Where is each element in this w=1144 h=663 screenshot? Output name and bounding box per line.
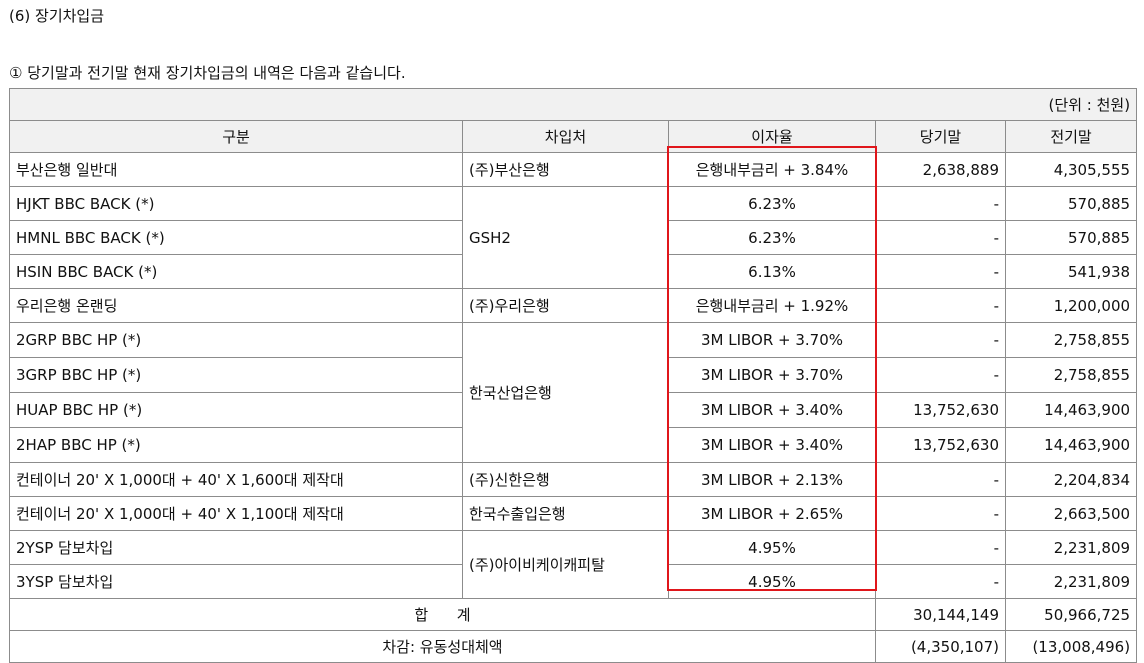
unit-note: (단위 : 천원) [8,88,1138,121]
header-lender: 차입처 [462,120,669,153]
cell-current: 13,752,630 [875,427,1006,463]
cell-lender: (주)우리은행 [462,288,669,323]
cell-lender: GSH2 [462,186,669,289]
table-row: 3YSP 담보차입 4.95% - 2,231,809 [9,564,1138,599]
cell-category: 2GRP BBC HP (*) [9,322,463,358]
cell-rate: 6.23% [668,186,876,221]
header-rate: 이자율 [668,120,876,153]
cell-current: - [875,564,1006,599]
cell-rate: 3M LIBOR + 3.70% [668,357,876,393]
cell-prior: 4,305,555 [1004,152,1138,187]
cell-rate: 4.95% [668,530,876,565]
cell-category: 컨테이너 20' X 1,000대 + 40' X 1,600대 제작대 [9,462,463,497]
cell-current: - [875,186,1006,221]
table-row: 컨테이너 20' X 1,000대 + 40' X 1,100대 제작대 한국수… [9,496,1138,531]
table-row: 컨테이너 20' X 1,000대 + 40' X 1,600대 제작대 (주)… [9,462,1138,497]
table-row: HJKT BBC BACK (*) GSH2 6.23% - 570,885 [9,186,1138,289]
cell-category: HMNL BBC BACK (*) [9,220,463,255]
long-term-borrowings-table: (단위 : 천원) 구분 차입처 이자율 당기말 전기말 부산은행 일반대 (주… [8,88,1138,663]
cell-rate: 4.95% [668,564,876,599]
cell-current: - [875,220,1006,255]
cell-category: HJKT BBC BACK (*) [9,186,463,221]
cell-current: - [875,288,1006,323]
cell-current: - [875,496,1006,531]
header-prior: 전기말 [1004,120,1138,153]
cell-category: HSIN BBC BACK (*) [9,254,463,289]
total-row: 합 계 30,144,149 50,966,725 [9,598,1138,631]
cell-lender: (주)아이비케이캐피탈 [462,530,669,599]
cell-prior: 2,231,809 [1004,564,1138,599]
header-row: 구분 차입처 이자율 당기말 전기말 [9,120,1138,153]
total-label: 합 계 [9,598,876,631]
cell-prior: 14,463,900 [1004,392,1138,428]
intro-text: ① 당기말과 전기말 현재 장기차입금의 내역은 다음과 같습니다. [9,64,406,82]
cell-rate: 은행내부금리 + 3.84% [668,152,876,187]
cell-category: 3GRP BBC HP (*) [9,357,463,393]
cell-rate: 6.23% [668,220,876,255]
cell-prior: 2,231,809 [1004,530,1138,565]
cell-rate: 3M LIBOR + 2.65% [668,496,876,531]
cell-category: HUAP BBC HP (*) [9,392,463,428]
cell-current: - [875,322,1006,358]
cell-rate: 3M LIBOR + 3.70% [668,322,876,358]
cell-category: 부산은행 일반대 [9,152,463,187]
table-row: 2YSP 담보차입 (주)아이비케이캐피탈 4.95% - 2,231,809 [9,530,1138,599]
cell-category: 우리은행 온랜딩 [9,288,463,323]
cell-current: - [875,530,1006,565]
cell-current: 2,638,889 [875,152,1006,187]
table-row: 2HAP BBC HP (*) 3M LIBOR + 3.40% 13,752,… [9,427,1138,463]
header-category: 구분 [9,120,463,153]
section-title: (6) 장기차입금 [9,7,105,25]
cell-prior: 2,758,855 [1004,322,1138,358]
cell-prior: 2,204,834 [1004,462,1138,497]
cell-prior: 2,663,500 [1004,496,1138,531]
cell-prior: 570,885 [1004,220,1138,255]
cell-prior: 541,938 [1004,254,1138,289]
cell-rate: 3M LIBOR + 2.13% [668,462,876,497]
cell-category: 2HAP BBC HP (*) [9,427,463,463]
table-row: 2GRP BBC HP (*) 한국산업은행 3M LIBOR + 3.70% … [9,322,1138,463]
cell-lender: (주)부산은행 [462,152,669,187]
cell-current: - [875,357,1006,393]
cell-rate: 3M LIBOR + 3.40% [668,392,876,428]
cell-prior: 570,885 [1004,186,1138,221]
cell-prior: 14,463,900 [1004,427,1138,463]
total-current: 30,144,149 [875,598,1006,631]
total-prior: 50,966,725 [1004,598,1138,631]
cell-lender: 한국수출입은행 [462,496,669,531]
current-portion-row: 차감: 유동성대체액 (4,350,107) (13,008,496) [9,630,1138,663]
table-row: 부산은행 일반대 (주)부산은행 은행내부금리 + 3.84% 2,638,88… [9,152,1138,187]
table-row: HSIN BBC BACK (*) 6.13% - 541,938 [9,254,1138,289]
unit-row: (단위 : 천원) [8,88,1138,121]
cell-category: 2YSP 담보차입 [9,530,463,565]
cell-prior: 2,758,855 [1004,357,1138,393]
table-row: 3GRP BBC HP (*) 3M LIBOR + 3.70% - 2,758… [9,357,1138,393]
cell-prior: 1,200,000 [1004,288,1138,323]
cell-current: - [875,254,1006,289]
cell-rate: 3M LIBOR + 3.40% [668,427,876,463]
current-portion-current: (4,350,107) [875,630,1006,663]
current-portion-prior: (13,008,496) [1004,630,1138,663]
cell-rate: 6.13% [668,254,876,289]
header-current: 당기말 [875,120,1006,153]
table-row: 우리은행 온랜딩 (주)우리은행 은행내부금리 + 1.92% - 1,200,… [9,288,1138,323]
cell-current: 13,752,630 [875,392,1006,428]
table-row: HMNL BBC BACK (*) 6.23% - 570,885 [9,220,1138,255]
current-portion-label: 차감: 유동성대체액 [9,630,876,663]
cell-lender: (주)신한은행 [462,462,669,497]
cell-lender: 한국산업은행 [462,322,669,463]
cell-category: 3YSP 담보차입 [9,564,463,599]
cell-category: 컨테이너 20' X 1,000대 + 40' X 1,100대 제작대 [9,496,463,531]
cell-current: - [875,462,1006,497]
cell-rate: 은행내부금리 + 1.92% [668,288,876,323]
